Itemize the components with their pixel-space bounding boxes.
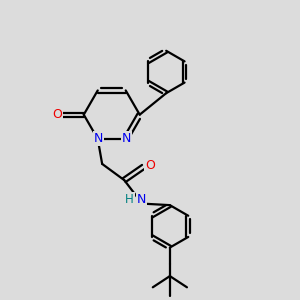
Text: N: N (94, 132, 103, 145)
Text: N: N (136, 193, 146, 206)
Text: N: N (122, 132, 131, 145)
Text: H: H (125, 193, 134, 206)
Text: O: O (52, 108, 62, 121)
Text: O: O (145, 159, 155, 172)
